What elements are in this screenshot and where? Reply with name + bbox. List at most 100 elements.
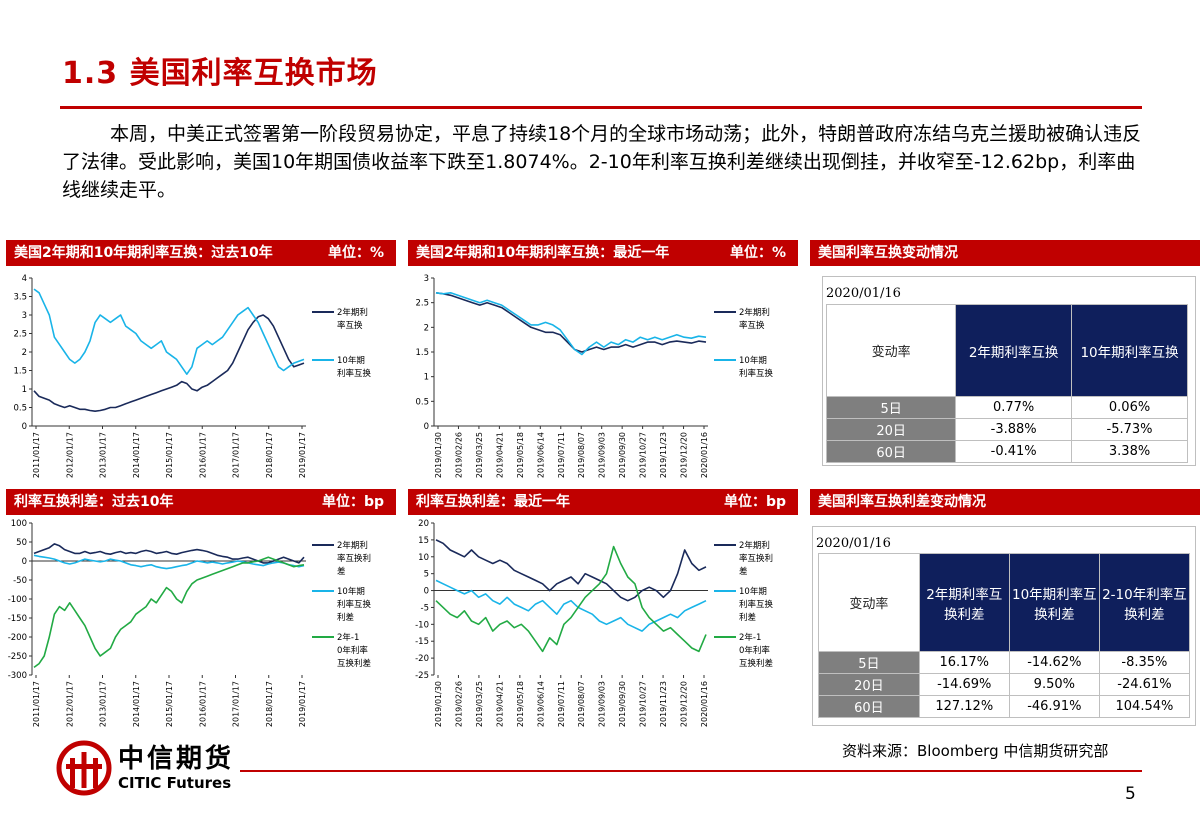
table2-date: 2020/01/16 (816, 536, 891, 551)
panel-unit: 单位：% (327, 245, 384, 261)
x-tick-label: 2019/06/14 (536, 681, 545, 727)
legend-line: 2年期利 (337, 540, 368, 551)
legend-line: 率互换 (739, 320, 765, 331)
x-tick-label: 2019/07/11 (557, 681, 566, 727)
chart-swap-spreads-1y: -25 -20 -15 -10 -5 0 5 10 15 20 2019/01/30 2019/02/… (415, 519, 774, 727)
x-tick-label: 2019/05/18 (516, 432, 525, 478)
x-tick-label: 2019/08/07 (577, 681, 586, 727)
table-cell: 0.77% (955, 396, 1073, 419)
y-tick-label: 50 (16, 538, 27, 548)
y-tick-label: -300 (8, 671, 27, 681)
table-row: 20日 -14.69% 9.50% -24.61% (818, 673, 1191, 696)
series-line (33, 314, 305, 412)
y-tick-label: 3.5 (13, 293, 27, 303)
series-line (33, 554, 305, 570)
table-cell: -46.91% (1008, 695, 1100, 718)
spread-change-table: 变动率 2年期利率互换利差 10年期利率互换利差 2-10年利率互换利差 5日 … (818, 553, 1191, 718)
series-line (435, 539, 707, 602)
panel-unit: 单位：% (729, 245, 786, 261)
row-label: 20日 (825, 418, 957, 441)
intro-paragraph: 本周，中美正式签署第一阶段贸易协定，平息了持续18个月的全球市场动荡；此外，特朗… (62, 123, 1142, 201)
table-row: 5日 0.77% 0.06% (825, 396, 1188, 419)
legend-line: 10年期 (337, 355, 365, 366)
table-cell: 0.06% (1071, 396, 1188, 419)
legend-line: 利差 (739, 612, 756, 623)
table-cell: -8.35% (1098, 651, 1191, 674)
x-tick-label: 2019/01/30 (434, 681, 443, 727)
table-cell: 9.50% (1008, 673, 1100, 696)
table-cell: -24.61% (1098, 673, 1191, 696)
legend-label: 2年-1 0年利率互换利差 (337, 632, 371, 669)
panel-header-c2: 美国2年期和10年期利率互换：最近一年 单位：% (408, 240, 798, 266)
legend-line: 利率互换 (739, 599, 774, 610)
y-tick-label: 1.5 (415, 348, 429, 358)
table-row: 60日 -0.41% 3.38% (825, 440, 1188, 463)
y-tick-label: 100 (11, 519, 27, 529)
x-tick-label: 2011/01/17 (32, 681, 41, 727)
x-tick-label: 2011/01/17 (32, 432, 41, 478)
legend-line: 0年利率 (739, 645, 770, 656)
legend-line: 利率互换 (337, 368, 372, 379)
legend-line: 2年期利 (739, 540, 770, 551)
x-tick-label: 2019/04/21 (495, 681, 504, 727)
legend-line: 2年期利 (337, 307, 368, 318)
x-tick-label: 2013/01/17 (99, 681, 108, 727)
legend-label: 2年期利率互换利差 (739, 540, 773, 577)
x-tick-label: 2019/04/21 (495, 432, 504, 478)
table-cell: 3.38% (1071, 440, 1188, 463)
legend-label: 10年期利率互换 (739, 355, 774, 379)
table-cell: -14.69% (918, 673, 1010, 696)
x-tick-label: 2019/02/26 (454, 432, 463, 478)
table-header: 2年期利率互换利差 (918, 553, 1010, 652)
table-cell: 104.54% (1098, 695, 1191, 718)
y-tick-label: 0 (424, 587, 429, 597)
table-cell: -3.88% (955, 418, 1073, 441)
x-tick-label: 2019/09/30 (618, 681, 627, 727)
legend-line: 0年利率 (337, 645, 368, 656)
y-tick-label: 4 (22, 274, 27, 284)
x-tick-label: 2015/01/17 (165, 681, 174, 727)
row-label: 60日 (825, 440, 957, 463)
table-corner: 变动率 (818, 553, 920, 652)
source-note: 资料来源：Bloomberg 中信期货研究部 (842, 742, 1109, 760)
panel-title: 美国利率互换变动情况 (818, 245, 958, 261)
x-tick-label: 2017/01/17 (232, 681, 241, 727)
y-tick-label: 20 (418, 519, 429, 529)
chart-swap-rates-1y: 0 0.5 1 1.5 2 2.5 3 2019/01/30 2019/02/26 2019/03… (415, 274, 774, 478)
series-line (435, 291, 707, 356)
table1-date: 2020/01/16 (826, 286, 901, 301)
legend-label: 10年期利率互换 (337, 355, 372, 379)
y-tick-label: 0.5 (415, 397, 429, 407)
table-header: 2年期利率互换 (955, 304, 1073, 397)
table-row: 5日 16.17% -14.62% -8.35% (818, 651, 1191, 674)
legend-line: 互换利差 (337, 658, 371, 669)
table-cell: 127.12% (918, 695, 1010, 718)
row-label: 5日 (825, 396, 957, 419)
title-divider (60, 106, 1142, 109)
x-tick-label: 2019/01/17 (298, 432, 307, 478)
x-tick-label: 2016/01/17 (198, 432, 207, 478)
y-tick-label: 3 (424, 274, 429, 284)
table-cell: -0.41% (955, 440, 1073, 463)
series-line (435, 545, 707, 653)
table-row: 20日 -3.88% -5.73% (825, 418, 1188, 441)
x-tick-label: 2019/11/23 (659, 432, 668, 478)
x-tick-label: 2016/01/17 (198, 681, 207, 727)
series-line (33, 543, 305, 564)
legend-line: 利率互换 (739, 368, 774, 379)
y-tick-label: 2.5 (13, 330, 27, 340)
x-tick-label: 2019/10/27 (639, 432, 648, 478)
y-tick-label: 0 (22, 422, 27, 432)
y-tick-label: 1.5 (13, 367, 27, 377)
chart-swap-rates-10y: 0 0.5 1 1.5 2 2.5 3 3.5 4 2011/01/17 2012/01/17 201… (13, 274, 372, 478)
x-tick-label: 2019/12/20 (680, 432, 689, 478)
y-tick-label: -25 (415, 671, 429, 681)
page-number: 5 (1125, 784, 1136, 804)
x-tick-label: 2019/07/11 (557, 432, 566, 478)
legend-label: 10年期利率互换利差 (739, 586, 774, 623)
y-tick-label: 2 (22, 348, 27, 358)
x-tick-label: 2015/01/17 (165, 432, 174, 478)
legend-line: 10年期 (337, 586, 365, 597)
panel-title: 美国2年期和10年期利率互换：过去10年 (14, 245, 273, 261)
panel-header-c5: 利率互换利差：最近一年 单位：bp (408, 489, 798, 515)
